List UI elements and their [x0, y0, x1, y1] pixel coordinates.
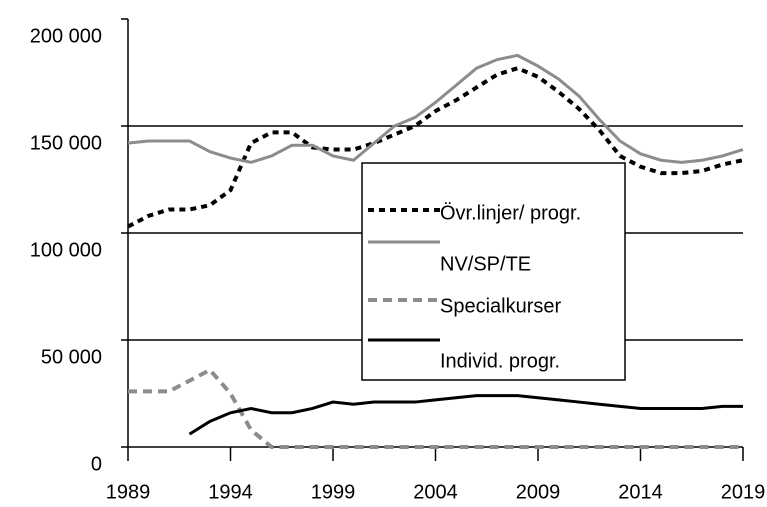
y-tick-label: 150 000: [30, 132, 102, 154]
legend-label: Specialkurser: [440, 295, 562, 317]
x-tick-label: 1994: [208, 481, 253, 503]
y-tick-label: 200 000: [30, 25, 102, 47]
y-tick-label: 100 000: [30, 239, 102, 261]
y-tick-label: 0: [91, 453, 102, 475]
x-tick-label: 2019: [721, 481, 766, 503]
x-tick-label: 2004: [413, 481, 458, 503]
legend-label: Övr.linjer/ progr.: [440, 202, 581, 224]
series-line: [188, 394, 743, 436]
series-line: [127, 66, 744, 229]
x-tick-label: 2009: [516, 481, 561, 503]
x-tick-label: 1989: [106, 481, 151, 503]
legend-label: Individ. progr.: [440, 350, 560, 372]
y-tick-label: 50 000: [41, 346, 102, 368]
series-line: [128, 367, 743, 449]
series-line: [127, 53, 744, 164]
x-tick-label: 1999: [311, 481, 356, 503]
x-tick-label: 2014: [618, 481, 663, 503]
legend-box: [361, 162, 626, 381]
legend-label: NV/SP/TE: [440, 253, 531, 275]
